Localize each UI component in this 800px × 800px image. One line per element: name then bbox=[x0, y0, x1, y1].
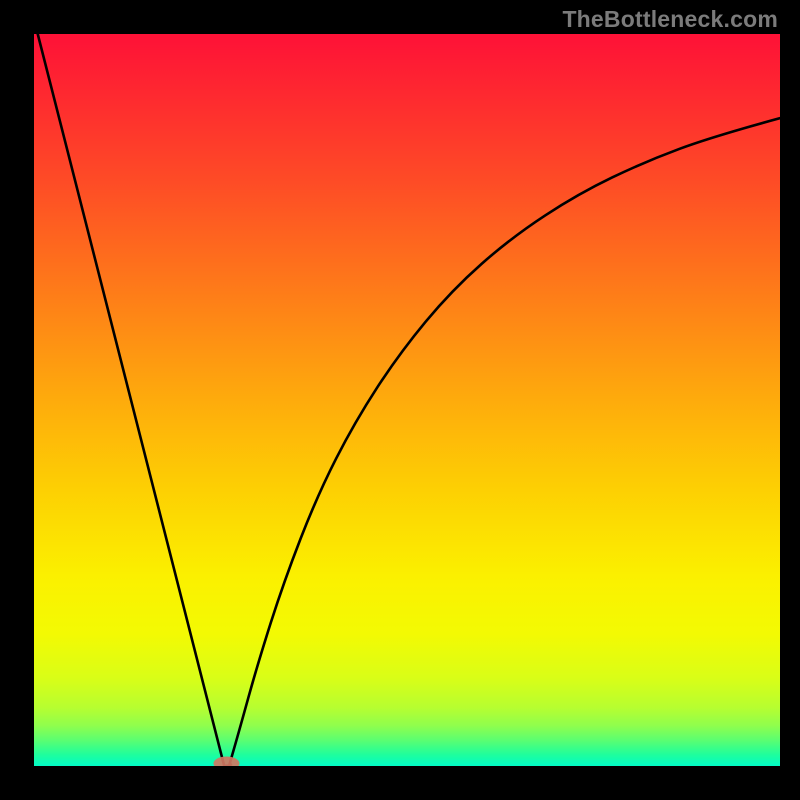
watermark-text: TheBottleneck.com bbox=[562, 6, 778, 33]
plot-area bbox=[34, 34, 780, 766]
plot-svg bbox=[34, 34, 780, 766]
gradient-background bbox=[34, 34, 780, 766]
